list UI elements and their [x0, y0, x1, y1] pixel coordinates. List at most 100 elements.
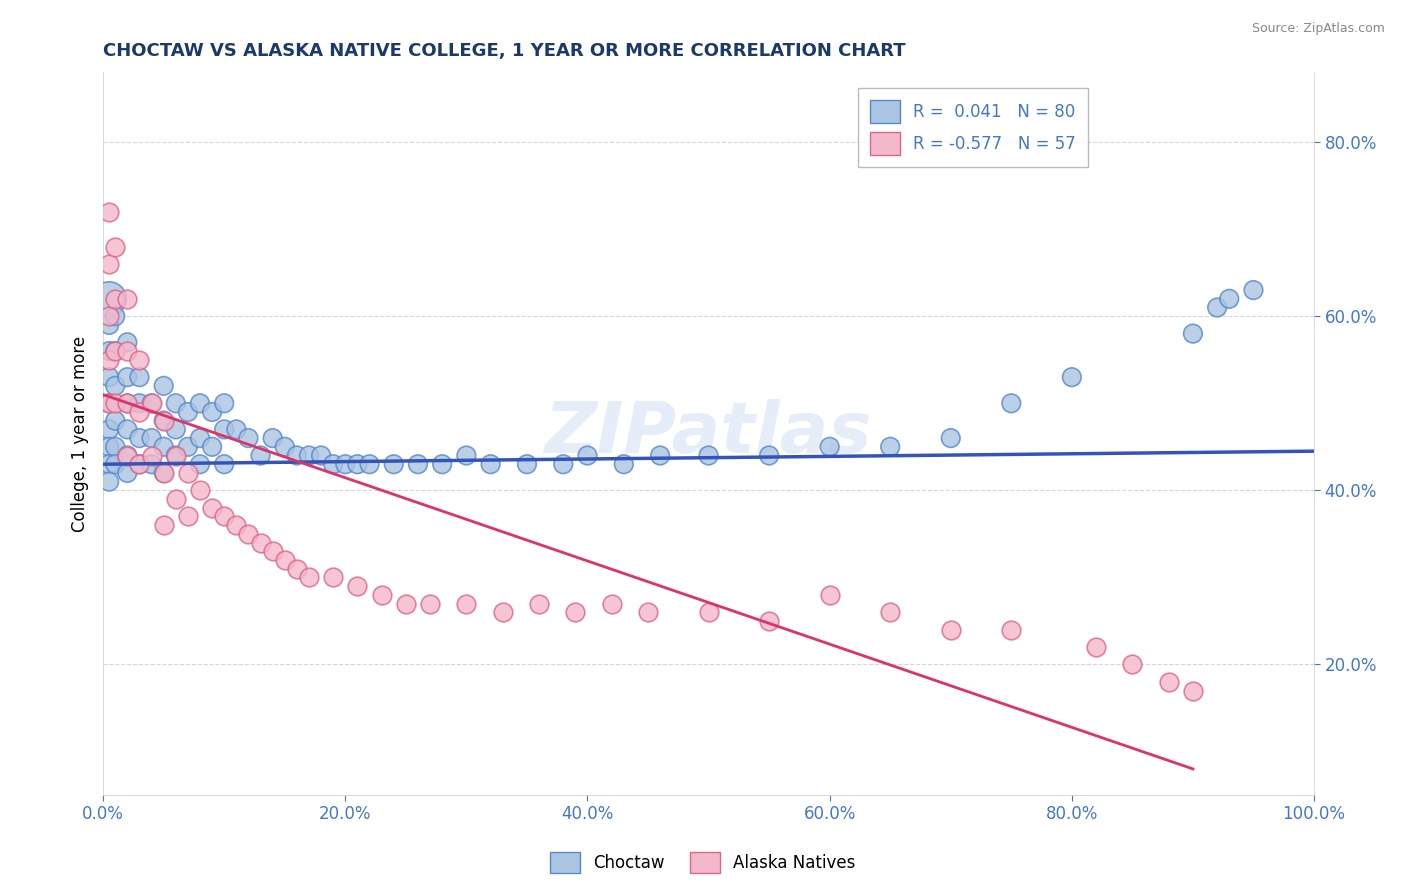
- Point: [98, 292, 121, 306]
- Point: [128, 457, 150, 471]
- Text: CHOCTAW VS ALASKA NATIVE COLLEGE, 1 YEAR OR MORE CORRELATION CHART: CHOCTAW VS ALASKA NATIVE COLLEGE, 1 YEAR…: [103, 42, 905, 60]
- Point: [879, 440, 901, 454]
- Point: [141, 431, 163, 445]
- Point: [98, 440, 121, 454]
- Point: [758, 449, 780, 463]
- Point: [262, 544, 284, 558]
- Point: [117, 466, 139, 480]
- Point: [1243, 283, 1265, 297]
- Point: [128, 370, 150, 384]
- Point: [1181, 326, 1204, 341]
- Point: [298, 570, 321, 584]
- Point: [98, 204, 121, 219]
- Point: [697, 605, 720, 619]
- Text: Source: ZipAtlas.com: Source: ZipAtlas.com: [1251, 22, 1385, 36]
- Point: [201, 440, 224, 454]
- Point: [576, 449, 599, 463]
- Point: [177, 466, 200, 480]
- Point: [879, 605, 901, 619]
- Point: [98, 344, 121, 359]
- Point: [225, 518, 247, 533]
- Point: [104, 239, 127, 253]
- Point: [152, 414, 174, 428]
- Point: [1085, 640, 1108, 654]
- Point: [298, 449, 321, 463]
- Point: [1000, 623, 1022, 637]
- Point: [1218, 292, 1240, 306]
- Point: [152, 518, 174, 533]
- Point: [98, 396, 121, 410]
- Point: [456, 449, 478, 463]
- Point: [1157, 674, 1180, 689]
- Point: [152, 379, 174, 393]
- Point: [212, 509, 235, 524]
- Point: [152, 466, 174, 480]
- Point: [104, 457, 127, 471]
- Point: [613, 457, 636, 471]
- Point: [516, 457, 538, 471]
- Point: [128, 457, 150, 471]
- Point: [1121, 657, 1143, 672]
- Point: [939, 431, 962, 445]
- Legend: R =  0.041   N = 80, R = -0.577   N = 57: R = 0.041 N = 80, R = -0.577 N = 57: [858, 88, 1088, 167]
- Point: [600, 597, 623, 611]
- Point: [346, 457, 368, 471]
- Point: [370, 588, 392, 602]
- Point: [117, 335, 139, 350]
- Point: [188, 396, 211, 410]
- Point: [262, 431, 284, 445]
- Point: [165, 449, 187, 463]
- Point: [177, 509, 200, 524]
- Point: [637, 605, 659, 619]
- Point: [98, 309, 121, 323]
- Point: [285, 562, 308, 576]
- Point: [117, 344, 139, 359]
- Point: [104, 344, 127, 359]
- Point: [1000, 396, 1022, 410]
- Point: [406, 457, 429, 471]
- Point: [322, 570, 344, 584]
- Point: [758, 614, 780, 628]
- Point: [212, 457, 235, 471]
- Point: [98, 370, 121, 384]
- Point: [128, 352, 150, 367]
- Point: [395, 597, 418, 611]
- Point: [335, 457, 357, 471]
- Point: [104, 440, 127, 454]
- Point: [188, 457, 211, 471]
- Point: [165, 422, 187, 436]
- Point: [419, 597, 441, 611]
- Point: [1060, 370, 1083, 384]
- Point: [117, 449, 139, 463]
- Point: [818, 588, 841, 602]
- Point: [117, 396, 139, 410]
- Point: [98, 318, 121, 332]
- Point: [104, 292, 127, 306]
- Legend: Choctaw, Alaska Natives: Choctaw, Alaska Natives: [544, 846, 862, 880]
- Point: [152, 440, 174, 454]
- Point: [141, 457, 163, 471]
- Point: [285, 449, 308, 463]
- Point: [104, 396, 127, 410]
- Text: ZIPatlas: ZIPatlas: [546, 400, 872, 468]
- Point: [98, 396, 121, 410]
- Point: [98, 475, 121, 489]
- Point: [177, 440, 200, 454]
- Point: [201, 405, 224, 419]
- Point: [553, 457, 575, 471]
- Point: [152, 466, 174, 480]
- Point: [697, 449, 720, 463]
- Point: [117, 422, 139, 436]
- Point: [650, 449, 672, 463]
- Point: [104, 379, 127, 393]
- Point: [177, 405, 200, 419]
- Point: [527, 597, 550, 611]
- Point: [117, 370, 139, 384]
- Point: [141, 449, 163, 463]
- Y-axis label: College, 1 year or more: College, 1 year or more: [72, 335, 89, 532]
- Point: [492, 605, 515, 619]
- Point: [1181, 683, 1204, 698]
- Point: [117, 396, 139, 410]
- Point: [188, 431, 211, 445]
- Point: [201, 500, 224, 515]
